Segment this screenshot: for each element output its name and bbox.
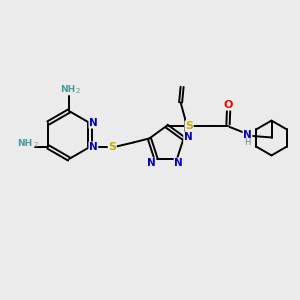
Text: S: S	[108, 142, 116, 152]
Text: N: N	[89, 118, 98, 128]
Text: 2: 2	[33, 142, 38, 148]
Text: N: N	[243, 130, 252, 140]
Text: NH: NH	[17, 139, 33, 148]
Text: N: N	[184, 132, 193, 142]
Text: N: N	[89, 142, 98, 152]
Text: O: O	[224, 100, 233, 110]
Text: N: N	[147, 158, 156, 168]
Text: S: S	[185, 121, 193, 131]
Text: N: N	[174, 158, 183, 168]
Text: 2: 2	[76, 88, 80, 94]
Text: NH: NH	[60, 85, 75, 94]
Text: H: H	[244, 138, 250, 147]
